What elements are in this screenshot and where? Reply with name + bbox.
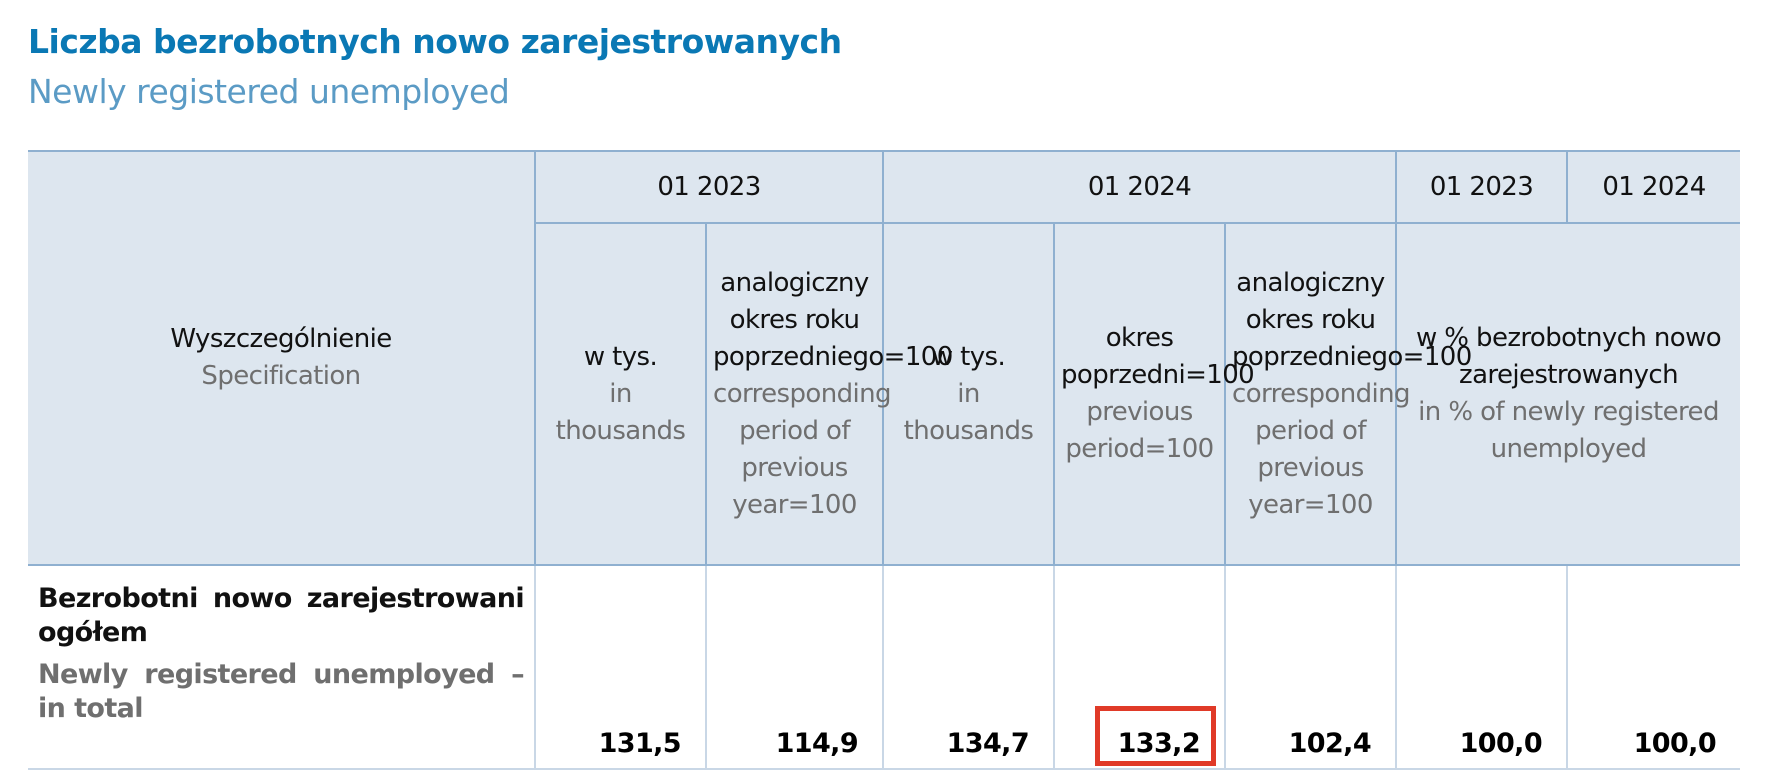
group-header: 01 2024	[882, 150, 1398, 224]
column-header: analogiczny okres roku poprzedniego=100 c…	[1224, 222, 1472, 566]
column-header: analogiczny okres roku poprzedniego=100 c…	[704, 222, 953, 566]
value-cell: 134,7	[882, 565, 1056, 770]
row-label-pl: Bezrobotni nowo zarejestrowani ogółem	[38, 583, 525, 648]
value-cell: 100,0	[1566, 565, 1741, 770]
spec-en: Specification	[201, 361, 361, 391]
column-en: previous period=100	[1065, 397, 1214, 464]
value-cell: 133,2	[1053, 565, 1227, 770]
column-header: w tys. in thousands	[534, 222, 707, 566]
column-pl: w tys.	[583, 341, 658, 372]
column-pl: w tys.	[931, 341, 1006, 372]
value-cell: 131,5	[534, 565, 707, 770]
subtitle: Newly registered unemployed	[28, 72, 510, 111]
column-pl: okres poprzedni=100	[1061, 323, 1255, 390]
value-cell: 100,0	[1395, 565, 1569, 770]
row-label-en: Newly registered unemployed – in total	[38, 659, 525, 724]
column-en: corresponding period of previous year=10…	[713, 378, 892, 520]
spec-header: Wyszczególnienie Specification	[28, 150, 536, 566]
share-header: w % bezrobotnych nowo zarejestrowanych i…	[1395, 222, 1741, 566]
row-label: Bezrobotni nowo zarejestrowani ogółem New…	[28, 565, 536, 770]
value-cell: 114,9	[704, 565, 885, 770]
column-header: w tys. in thousands	[882, 222, 1056, 566]
group-header: 01 2023	[533, 150, 885, 224]
title: Liczba bezrobotnych nowo zarejestrowanyc…	[28, 22, 842, 61]
data-row: Bezrobotni nowo zarejestrowani ogółem New…	[28, 565, 1741, 770]
group-header: 01 2023	[1395, 150, 1569, 224]
column-en: corresponding period of previous year=10…	[1232, 378, 1411, 520]
column-header: okres poprzedni=100 previous period=100	[1053, 222, 1255, 566]
spec-pl: Wyszczególnienie	[170, 324, 392, 354]
column-pl: analogiczny okres roku poprzedniego=100	[1232, 267, 1472, 372]
share-en: in % of newly registered unemployed	[1418, 397, 1719, 464]
column-en: in thousands	[903, 378, 1034, 446]
share-pl: w % bezrobotnych nowo zarejestrowanych	[1415, 323, 1722, 390]
column-pl: analogiczny okres roku poprzedniego=100	[713, 267, 953, 372]
data-table: Wyszczególnienie Specification 01 2023 0…	[28, 150, 1741, 770]
column-en: in thousands	[555, 378, 686, 446]
group-header: 01 2024	[1566, 150, 1741, 224]
value-cell: 102,4	[1224, 565, 1398, 770]
